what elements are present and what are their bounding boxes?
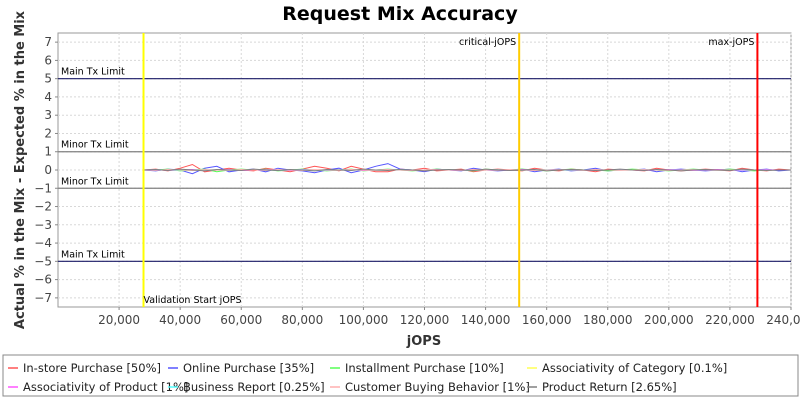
legend-box <box>2 354 799 397</box>
series-line <box>143 168 791 172</box>
jops-marker-label: max-jOPS <box>708 37 754 48</box>
jops-marker-label: Validation Start jOPS <box>144 295 242 306</box>
y-axis-label: Actual % in the Mix - Expected % in the … <box>13 10 28 329</box>
x-tick-label: 60,000 <box>220 313 262 327</box>
x-tick-label: 120,000 <box>400 313 450 327</box>
y-tick-label: 7 <box>44 35 52 49</box>
vertical-jops-markers: Validation Start jOPS critical-jOPS max-jO… <box>142 33 759 307</box>
jops-marker-label: critical-jOPS <box>459 37 516 48</box>
legend-entry-label: In-store Purchase [50%] <box>23 361 161 375</box>
y-tick-label: 1 <box>44 145 52 159</box>
x-tick-label: 240,000 <box>766 313 800 327</box>
y-tick-label: −3 <box>34 218 52 232</box>
y-tick-label: 4 <box>44 90 52 104</box>
x-tick-label: 220,000 <box>705 313 755 327</box>
y-tick-label: 3 <box>44 108 52 122</box>
legend-entry-label: Customer Buying Behavior [1%] <box>345 380 530 394</box>
x-tick-label: 160,000 <box>522 313 572 327</box>
y-tick-label: 2 <box>44 126 52 140</box>
chart-title: Request Mix Accuracy <box>282 3 518 25</box>
y-tick-label: −2 <box>34 200 52 214</box>
limit-marker-label: Main Tx Limit <box>61 249 125 260</box>
legend: In-store Purchase [50%] Online Purchase [… <box>8 361 727 394</box>
x-tick-label: 100,000 <box>339 313 389 327</box>
x-tick-label: 180,000 <box>583 313 633 327</box>
y-tick-label: −6 <box>34 273 52 287</box>
legend-entry-label: Associativity of Category [0.1%] <box>542 361 727 375</box>
limit-marker-label: Minor Tx Limit <box>61 176 129 187</box>
legend-entry-label: Online Purchase [35%] <box>183 361 314 375</box>
x-tick-label: 80,000 <box>281 313 323 327</box>
limit-marker-label: Main Tx Limit <box>61 67 125 78</box>
legend-entry-label: Business Report [0.25%] <box>183 380 325 394</box>
y-tick-label: −4 <box>34 236 52 250</box>
y-tick-label: 5 <box>44 72 52 86</box>
limit-marker-label: Minor Tx Limit <box>61 140 129 151</box>
x-axis-label: jOPS <box>406 334 441 349</box>
horizontal-limit-markers: Main Tx Limit Minor Tx Limit Minor Tx Limi… <box>58 67 791 262</box>
x-tick-label: 200,000 <box>644 313 694 327</box>
y-tick-label: 0 <box>44 163 52 177</box>
y-tick-label: −1 <box>34 181 52 195</box>
x-axis-ticks: 20,000 40,000 60,000 80,000 100,000 120,000 14… <box>98 307 800 327</box>
y-tick-label: −5 <box>34 254 52 268</box>
x-tick-label: 140,000 <box>461 313 511 327</box>
legend-entry-label: Product Return [2.65%] <box>542 380 677 394</box>
legend-entry-label: Associativity of Product [1%] <box>23 380 188 394</box>
x-tick-label: 40,000 <box>159 313 201 327</box>
y-axis-ticks: −7 −6 −5 −4 −3 −2 −1 0 1 2 3 4 5 6 7 <box>34 35 58 305</box>
y-tick-label: 6 <box>44 53 52 67</box>
series-lines <box>143 163 792 175</box>
y-tick-label: −7 <box>34 291 52 305</box>
x-tick-label: 20,000 <box>98 313 140 327</box>
legend-entry-label: Installment Purchase [10%] <box>345 361 504 375</box>
